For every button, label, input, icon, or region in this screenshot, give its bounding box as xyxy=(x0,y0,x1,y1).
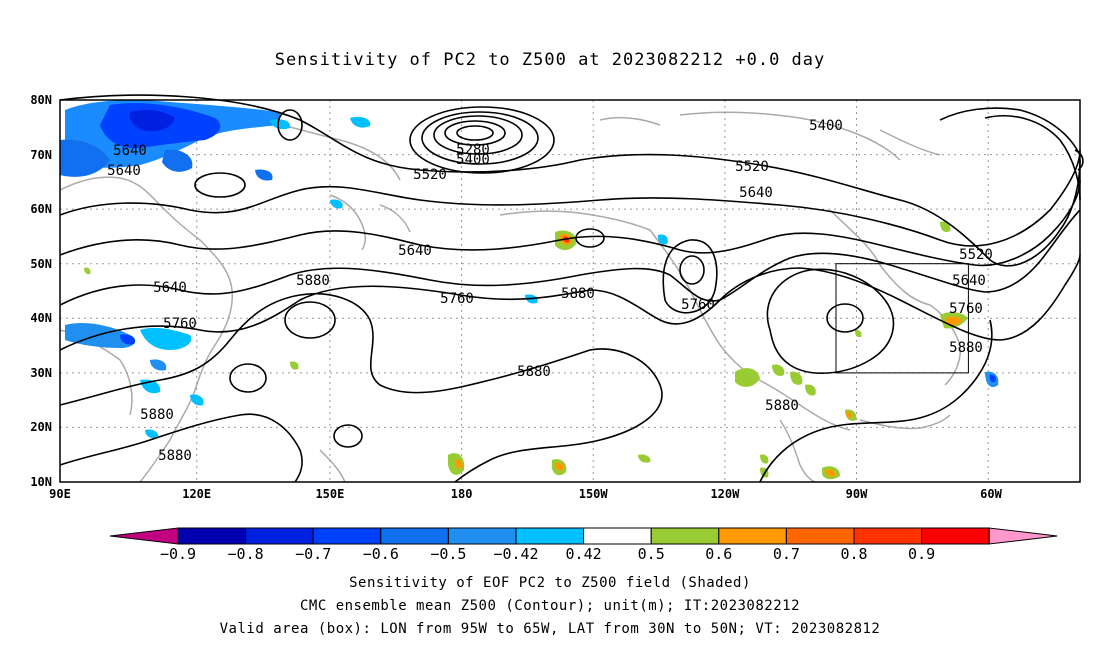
contour-label: 5880 xyxy=(296,273,330,289)
lat-label: 50N xyxy=(30,257,52,271)
colorbar-min-arrow xyxy=(109,527,179,545)
contour-label: 5640 xyxy=(153,280,187,296)
lon-label: 90E xyxy=(49,487,71,501)
caption-line-2: CMC ensemble mean Z500 (Contour); unit(m… xyxy=(299,598,800,614)
plot-area xyxy=(60,100,1080,482)
lat-label: 40N xyxy=(30,311,52,325)
colorbar-tick-label: −0.9 xyxy=(160,545,196,563)
contour-label: 5880 xyxy=(561,286,595,302)
colorbar-segment xyxy=(447,527,517,545)
contour-label: 5880 xyxy=(949,340,983,356)
colorbar-segment xyxy=(515,527,585,545)
grid-lines xyxy=(60,100,1080,482)
contour-label: 5880 xyxy=(140,407,174,423)
colorbar-tick-label: −0.5 xyxy=(430,545,466,563)
lat-axis-labels: 80N 70N 60N 50N 40N 30N 20N 10N xyxy=(30,93,52,489)
lon-label: 150E xyxy=(315,487,344,501)
colorbar-tick-label: 0.42 xyxy=(566,545,602,563)
colorbar-tick-label: −0.42 xyxy=(493,545,538,563)
contour-label: 5400 xyxy=(809,118,843,134)
lon-label: 60W xyxy=(980,487,1002,501)
colorbar-tick-label: 0.9 xyxy=(908,545,935,563)
contour-labels: 5640 5640 5520 5280 5400 5400 5520 5640 … xyxy=(107,118,993,464)
plot-frame xyxy=(59,99,1081,483)
colorbar-segment xyxy=(853,527,923,545)
lat-label: 20N xyxy=(30,420,52,434)
lat-label: 10N xyxy=(30,475,52,489)
colorbar-tick-label: 0.7 xyxy=(773,545,800,563)
lon-axis-labels: 90E 120E 150E 180 150W 120W 90W 60W xyxy=(49,487,1002,501)
contour-label: 5640 xyxy=(107,163,141,179)
colorbar-segment xyxy=(921,527,990,545)
colorbar-tick-label: 0.8 xyxy=(840,545,867,563)
lat-label: 30N xyxy=(30,366,52,380)
contour-label: 5640 xyxy=(113,143,147,159)
colorbar-tick-label: 0.5 xyxy=(638,545,665,563)
lon-label: 120E xyxy=(182,487,211,501)
colorbar-segment xyxy=(245,527,314,545)
contour-label: 5760 xyxy=(681,297,715,313)
colorbar-segment xyxy=(380,527,449,545)
colorbar-segment xyxy=(650,527,720,545)
colorbar: −0.9 −0.8 −0.7 −0.6 −0.5 −0.42 0.42 0.5 0.6 0.7 0.… xyxy=(109,527,1058,563)
lat-label: 70N xyxy=(30,148,52,162)
contour-label: 5520 xyxy=(959,247,993,263)
lon-label: 120W xyxy=(710,487,740,501)
plot-title: Sensitivity of PC2 to Z500 at 2023082212… xyxy=(274,50,826,70)
caption-line-1: Sensitivity of EOF PC2 to Z500 field (Sh… xyxy=(349,575,751,591)
contour-label: 5760 xyxy=(440,291,474,307)
colorbar-segment xyxy=(785,527,855,545)
colorbar-max-arrow xyxy=(988,527,1058,545)
lon-label: 90W xyxy=(846,487,868,501)
colorbar-tick-label: 0.6 xyxy=(705,545,732,563)
colorbar-tick-label: −0.7 xyxy=(295,545,331,563)
contour-label: 5880 xyxy=(517,364,551,380)
caption-line-3: Valid area (box): LON from 95W to 65W, L… xyxy=(219,621,881,637)
lat-label: 60N xyxy=(30,202,52,216)
contour-label: 5520 xyxy=(413,167,447,183)
contour-label: 5640 xyxy=(952,273,986,289)
contour-label: 5760 xyxy=(949,301,983,317)
lon-label: 180 xyxy=(451,487,473,501)
contour-label: 5640 xyxy=(398,243,432,259)
valid-area-box xyxy=(835,263,969,374)
contour-label: 5640 xyxy=(739,185,773,201)
colorbar-segment xyxy=(718,527,787,545)
contour-label: 5760 xyxy=(163,316,197,332)
sensitivity-shading xyxy=(60,100,999,480)
colorbar-segment xyxy=(312,527,382,545)
colorbar-tick-label: −0.6 xyxy=(363,545,399,563)
lon-label: 150W xyxy=(579,487,609,501)
contour-label: 5520 xyxy=(735,159,769,175)
contour-label: 5880 xyxy=(158,448,192,464)
colorbar-segment xyxy=(177,527,247,545)
contour-label: 5280 xyxy=(456,142,490,158)
lat-label: 80N xyxy=(30,93,52,107)
contour-label: 5880 xyxy=(765,398,799,414)
z500-contours xyxy=(59,94,1084,483)
contour-label: 5400 xyxy=(456,152,490,168)
colorbar-segment xyxy=(583,527,652,545)
colorbar-tick-label: −0.8 xyxy=(228,545,264,563)
